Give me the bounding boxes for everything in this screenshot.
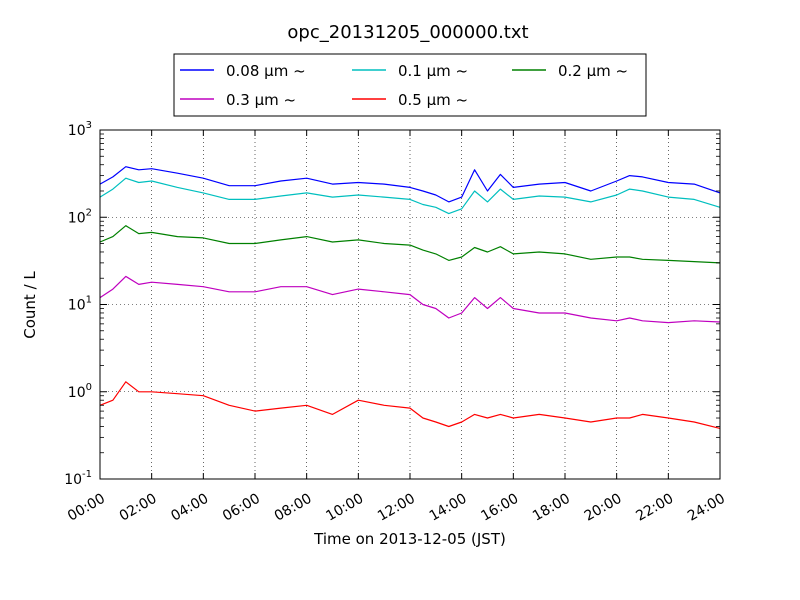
series-line-1 <box>99 177 721 215</box>
legend-label: 0.5 μm ~ <box>398 91 468 109</box>
x-axis-label: Time on 2013-12-05 (JST) <box>313 530 506 548</box>
y-tick-label: 102 <box>68 207 92 226</box>
y-tick-label: 10-1 <box>64 469 92 488</box>
series-line-2 <box>99 225 721 264</box>
y-tick-label: 103 <box>68 120 92 139</box>
grid <box>100 130 720 479</box>
series-line-0 <box>99 166 721 203</box>
legend-frame <box>173 53 647 117</box>
legend-label: 0.3 μm ~ <box>226 91 296 109</box>
ticks <box>99 129 721 480</box>
y-tick-label: 100 <box>68 382 92 401</box>
y-tick-labels: 10-1 100 101 102 103 <box>64 120 92 488</box>
legend-label: 0.2 μm ~ <box>558 62 628 80</box>
y-tick-label: 101 <box>68 295 92 314</box>
series-line-3 <box>99 275 721 324</box>
chart-title: opc_20131205_000000.txt <box>287 22 528 43</box>
legend: 0.08 μm ~ 0.1 μm ~ 0.2 μm ~ 0.3 μm ~ 0.5 μm … <box>173 53 647 117</box>
legend-label: 0.08 μm ~ <box>226 62 306 80</box>
series-layer <box>99 166 721 429</box>
series-line-4 <box>99 381 721 429</box>
legend-label: 0.1 μm ~ <box>398 62 468 80</box>
y-axis-label: Count / L <box>21 271 39 339</box>
